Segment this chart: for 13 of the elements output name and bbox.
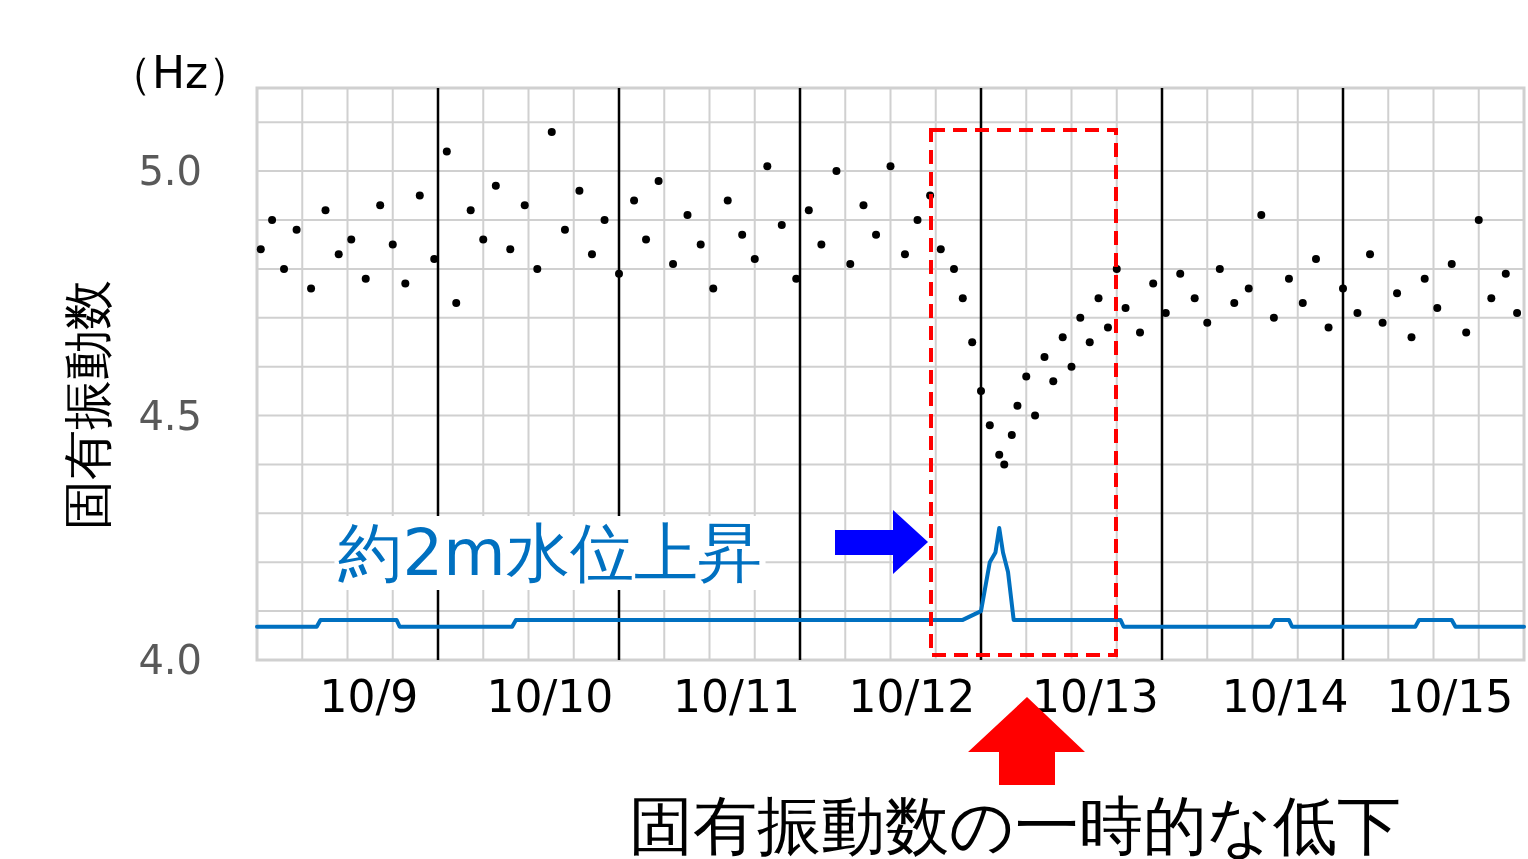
annotation: 約2m水位上昇 xyxy=(338,516,762,590)
x-tick-label: 10/13 xyxy=(1031,671,1159,722)
text: （Hz） xyxy=(107,47,253,98)
y-tick-label: 4.0 xyxy=(138,637,202,683)
y-tick-label: 4.5 xyxy=(138,392,202,439)
x-tick-label: 10/14 xyxy=(1221,671,1349,722)
x-tick-label: 10/11 xyxy=(673,671,800,722)
x-tick-label: 10/10 xyxy=(486,671,614,722)
x-tick-label: 10/9 xyxy=(319,671,419,722)
x-tick-label: 10/12 xyxy=(848,671,976,722)
y-tick-label: 5.0 xyxy=(138,148,202,195)
x-tick-label: 10/15 xyxy=(1386,671,1514,722)
y-axis-title: 固有振動数 xyxy=(59,280,117,530)
